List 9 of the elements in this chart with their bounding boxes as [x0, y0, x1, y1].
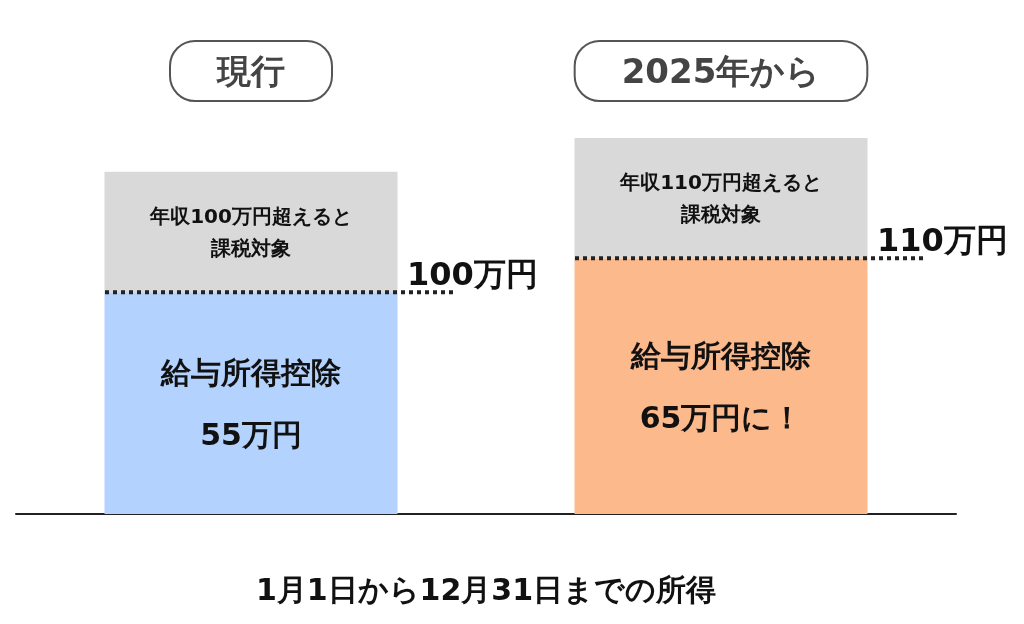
annotation: 年収110万円超えると課税対象 — [619, 170, 822, 227]
annotation: 給与所得控除65万円に！ — [630, 337, 811, 435]
x-tick-label: 現行 — [216, 51, 285, 91]
annotation: 100万円 — [407, 255, 538, 294]
annotation: 110万円 — [877, 221, 1008, 260]
x-axis-title: 1月1日から12月31日までの所得 — [255, 571, 717, 607]
annotation: 年収100万円超えると課税対象 — [149, 204, 352, 260]
x-tick-label: 2025年から — [621, 51, 821, 91]
annotation: 給与所得控除55万円 — [160, 354, 341, 452]
